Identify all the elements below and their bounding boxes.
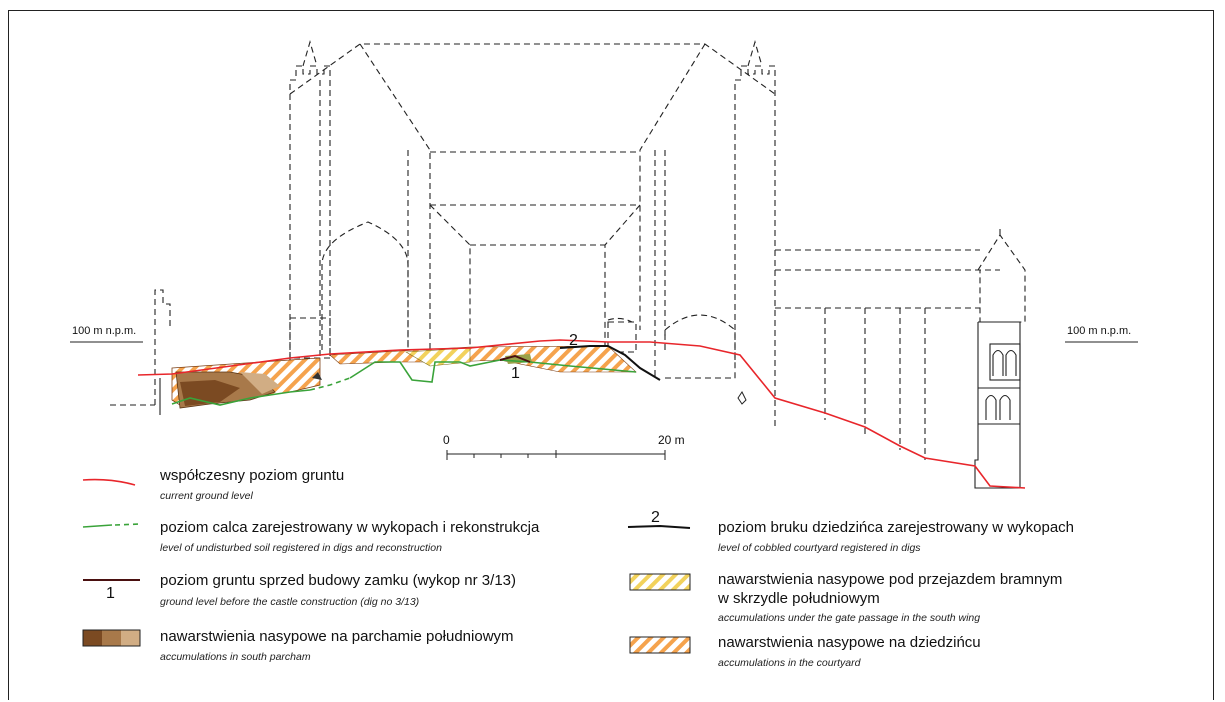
profile-marker-1: 1	[511, 365, 520, 382]
legend-swatch-orange-box	[629, 636, 691, 654]
legend-subtitle: accumulations in south parcham	[160, 651, 311, 663]
legend-swatch-yellow-box	[629, 573, 691, 591]
legend-subtitle: ground level before the castle construct…	[160, 596, 419, 608]
elevation-label-right: 100 m n.p.m.	[1067, 325, 1131, 337]
legend-subtitle: accumulations in the courtyard	[718, 657, 862, 669]
legend-title-line2: w skrzydle południowym	[717, 590, 880, 607]
legend-swatch-green-line	[82, 524, 113, 528]
legend-swatch-black-line	[627, 524, 691, 529]
scale-bar-start: 0	[443, 433, 450, 447]
legend-swatch-red-line	[82, 478, 136, 486]
legend-item-current-ground: współczesny poziom gruntu current ground…	[82, 467, 344, 502]
legend-subtitle: level of undisturbed soil registered in …	[160, 542, 442, 554]
profile-lines	[137, 339, 1026, 489]
legend-title: współczesny poziom gruntu	[159, 467, 344, 484]
legend-item-cobbled-courtyard: 2 poziom bruku dziedzińca zarejestrowany…	[627, 509, 1074, 554]
legend: współczesny poziom gruntu current ground…	[82, 467, 1074, 669]
figure-frame	[8, 10, 1214, 700]
legend-subtitle: current ground level	[160, 490, 253, 502]
scale-bar: 0 20 m	[443, 433, 685, 460]
legend-title: poziom gruntu sprzed budowy zamku (wykop…	[160, 572, 516, 589]
legend-item-undisturbed-soil: poziom calca zarejestrowany w wykopach i…	[82, 519, 540, 554]
legend-title: poziom bruku dziedzińca zarejestrowany w…	[718, 519, 1074, 536]
legend-item-pre-castle-ground: 1 poziom gruntu sprzed budowy zamku (wyk…	[83, 572, 516, 608]
elevation-label-left: 100 m n.p.m.	[72, 325, 136, 337]
legend-title: nawarstwienia nasypowe na parchamie połu…	[160, 628, 514, 645]
accumulation-layers	[171, 345, 637, 409]
legend-item-courtyard-accumulations: nawarstwienia nasypowe na dziedzińcu acc…	[629, 634, 981, 669]
legend-marker-2: 2	[651, 509, 660, 526]
legend-title: nawarstwienia nasypowe pod przejazdem br…	[718, 571, 1062, 588]
scale-bar-end: 20 m	[658, 433, 685, 447]
legend-title: poziom calca zarejestrowany w wykopach i…	[160, 519, 540, 536]
legend-subtitle: level of cobbled courtyard registered in…	[718, 542, 921, 554]
castle-outline	[110, 40, 1026, 489]
legend-title: nawarstwienia nasypowe na dziedzińcu	[718, 634, 981, 651]
legend-swatch-brown-box	[82, 629, 141, 647]
profile-marker-2: 2	[569, 332, 578, 349]
legend-marker-1: 1	[106, 585, 115, 602]
legend-item-south-parcham: nawarstwienia nasypowe na parchamie połu…	[82, 628, 514, 663]
legend-item-gate-passage: nawarstwienia nasypowe pod przejazdem br…	[629, 571, 1062, 624]
legend-subtitle: accumulations under the gate passage in …	[718, 612, 980, 624]
